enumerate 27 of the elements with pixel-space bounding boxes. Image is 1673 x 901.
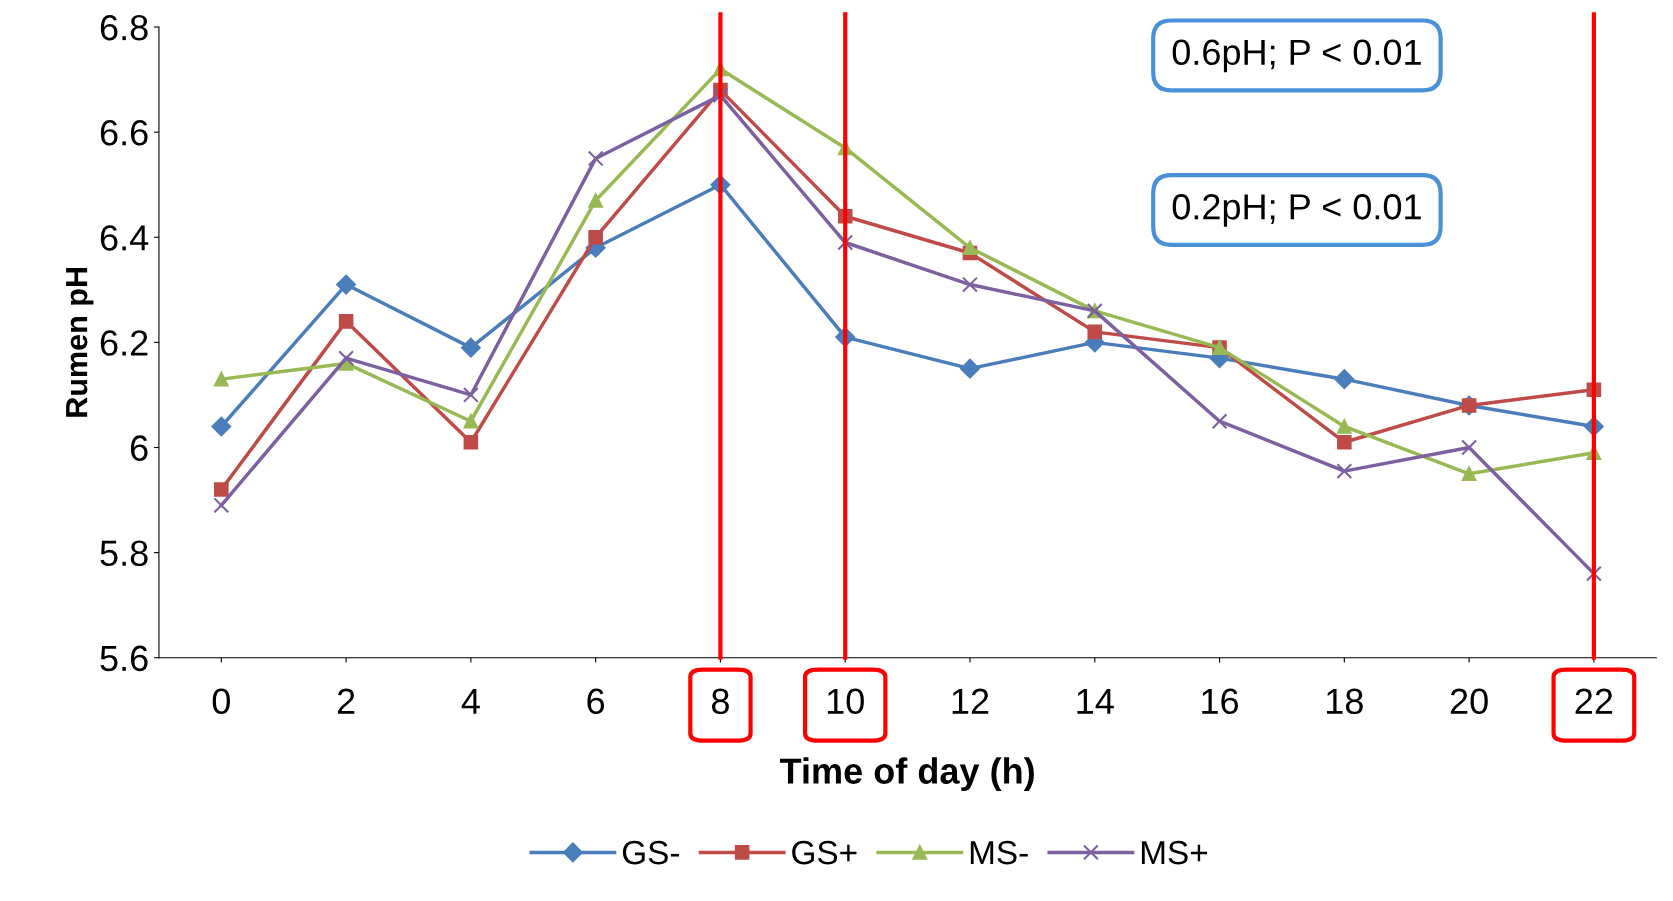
y-tick-label: 6.2 [100, 330, 148, 356]
legend-label: MS+ [1141, 840, 1208, 865]
legend-label: GS- [622, 840, 680, 865]
x-tick-label: 22 [1575, 688, 1613, 714]
x-tick-label: 8 [711, 688, 729, 715]
x-tick-label: 10 [827, 688, 864, 715]
y-tick-label: 6 [130, 435, 148, 461]
x-tick-label: 0 [212, 688, 230, 715]
x-tick-label: 18 [1327, 688, 1363, 715]
x-tick-label: 4 [461, 688, 480, 714]
x-tick-label: 12 [952, 688, 989, 714]
x-axis-title: Time of day (h) [779, 757, 1034, 792]
legend-label: MS- [970, 840, 1028, 865]
annotation: 0.2pH; P < 0.01 [1172, 194, 1421, 227]
x-tick-label: 16 [1202, 688, 1239, 715]
annotation: 0.6pH; P < 0.01 [1172, 39, 1421, 73]
x-tick-label: 20 [1450, 688, 1488, 715]
y-tick-label: 5.8 [100, 540, 148, 567]
y-axis-title: Rumen pH [66, 268, 94, 417]
y-tick-label: 6.6 [100, 120, 148, 146]
x-tick-label: 14 [1077, 688, 1114, 714]
y-tick-label: 5.6 [100, 645, 148, 672]
x-tick-label: 2 [337, 688, 355, 714]
x-tick-label: 6 [587, 688, 605, 715]
y-tick-label: 6.4 [100, 225, 149, 251]
y-tick-label: 6.8 [100, 14, 148, 41]
legend-label: GS+ [792, 840, 857, 865]
